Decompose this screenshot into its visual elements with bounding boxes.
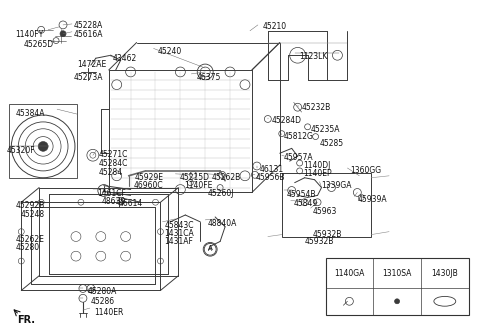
Text: 1310SA: 1310SA [383, 269, 412, 278]
Text: 45284D: 45284D [272, 116, 302, 125]
Text: 45280A: 45280A [88, 288, 117, 297]
Text: 1140DJ: 1140DJ [304, 161, 331, 170]
Text: 46614: 46614 [119, 199, 143, 208]
Bar [282, 173, 371, 236]
Text: A: A [102, 189, 106, 194]
Bar [325, 258, 468, 315]
Text: 45384A: 45384A [15, 109, 45, 118]
Text: 45240: 45240 [157, 48, 182, 56]
Text: 46131: 46131 [260, 165, 284, 174]
Text: 45956B: 45956B [256, 173, 286, 182]
Text: 45273A: 45273A [74, 73, 104, 82]
Text: 1472AE: 1472AE [77, 60, 106, 69]
Text: 43462: 43462 [113, 54, 137, 63]
Text: 45284C: 45284C [99, 159, 128, 168]
Text: 45616A: 45616A [74, 30, 104, 39]
Text: FR.: FR. [17, 315, 36, 325]
Text: 45265D: 45265D [23, 40, 53, 49]
Text: 45292B: 45292B [15, 201, 45, 210]
Text: 48639: 48639 [102, 197, 126, 206]
Text: 46960C: 46960C [133, 181, 163, 190]
Text: 45939A: 45939A [357, 195, 387, 204]
Text: 45260J: 45260J [207, 189, 234, 197]
Text: 45320F: 45320F [6, 146, 35, 155]
Text: 45957A: 45957A [284, 153, 313, 162]
Text: 45849: 45849 [294, 199, 318, 208]
Text: 1123LK: 1123LK [300, 52, 328, 61]
Text: 1140FY: 1140FY [15, 30, 44, 39]
Text: 45262B: 45262B [211, 173, 240, 182]
Text: 45954B: 45954B [287, 190, 316, 198]
Text: 46375: 46375 [196, 73, 221, 82]
Text: 1360GG: 1360GG [350, 166, 382, 175]
Text: 1140EP: 1140EP [304, 169, 332, 178]
Text: 1140ER: 1140ER [94, 308, 123, 317]
Text: 45215D: 45215D [180, 173, 209, 182]
Circle shape [38, 141, 48, 151]
Circle shape [395, 299, 399, 304]
Text: 45235A: 45235A [311, 125, 340, 134]
Text: 45262E: 45262E [15, 235, 44, 244]
Text: 45228A: 45228A [74, 21, 103, 30]
Text: 1140FE: 1140FE [184, 181, 213, 190]
Circle shape [60, 31, 66, 37]
Text: 45280: 45280 [15, 243, 39, 253]
Text: 45271C: 45271C [99, 150, 128, 159]
Text: 45932B: 45932B [305, 236, 334, 246]
Text: A: A [208, 247, 212, 252]
Text: 45932B: 45932B [312, 230, 342, 239]
Text: 1140GA: 1140GA [334, 269, 364, 278]
Text: 1431CA: 1431CA [165, 229, 194, 238]
Text: 45248: 45248 [20, 210, 45, 219]
Text: 1339GA: 1339GA [322, 181, 352, 190]
Text: 45232B: 45232B [301, 103, 331, 112]
Text: 48840A: 48840A [207, 219, 237, 228]
Text: 45929E: 45929E [134, 173, 164, 182]
Text: 45843C: 45843C [165, 221, 194, 230]
Text: 45963: 45963 [312, 207, 337, 216]
Text: 1431AF: 1431AF [165, 236, 193, 246]
Text: 1461CF: 1461CF [97, 189, 126, 197]
Text: 1430JB: 1430JB [432, 269, 458, 278]
Bar [9, 104, 77, 178]
Text: A: A [208, 245, 213, 251]
Text: 45286: 45286 [91, 297, 115, 306]
Text: 45285: 45285 [320, 138, 344, 148]
Text: 45284: 45284 [99, 168, 123, 177]
Text: 45210: 45210 [263, 22, 287, 31]
Text: 45812G: 45812G [284, 132, 313, 141]
